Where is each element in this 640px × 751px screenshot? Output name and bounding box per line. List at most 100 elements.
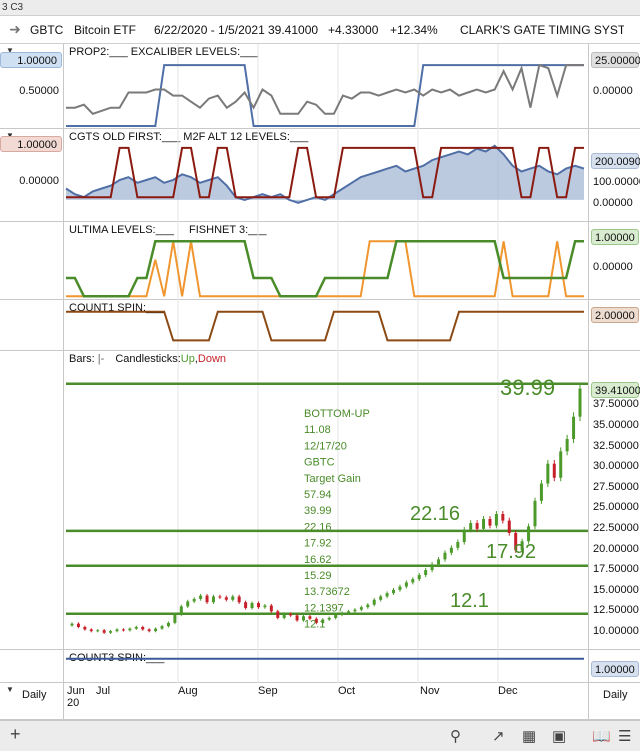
month-label: Sep <box>258 685 278 697</box>
candle-body <box>70 623 74 626</box>
period-label[interactable]: Daily <box>603 689 628 701</box>
search-icon[interactable]: ⚲ <box>450 728 461 745</box>
candle-body <box>379 596 383 600</box>
period-label[interactable]: Daily <box>22 689 47 701</box>
book-icon[interactable]: 📖 <box>592 728 611 745</box>
candle-body <box>250 603 254 609</box>
candles-label: Candlesticks: <box>115 353 181 365</box>
candle-body <box>211 596 215 603</box>
right-tick: 0.00000 <box>593 85 633 97</box>
candle-body <box>533 500 537 527</box>
candle-body <box>134 626 138 629</box>
candle-body <box>565 438 569 452</box>
excaliber-line <box>66 64 584 127</box>
panel-menu-icon[interactable]: ▼ <box>6 131 14 140</box>
period-box-left[interactable]: ▼ Daily <box>0 683 64 719</box>
candle-body <box>231 596 235 600</box>
panel-prop2[interactable]: ▼ 1.00000 0.50000 PROP2:___ EXCALIBER LE… <box>0 44 640 129</box>
right-value-box: 2.00000 <box>591 307 639 323</box>
panel-icon[interactable]: ▣ <box>552 728 567 745</box>
symbol[interactable]: GBTC <box>30 22 64 37</box>
candle-body <box>179 606 183 615</box>
candle-body <box>372 599 376 605</box>
candle-body <box>437 559 441 565</box>
candle-body <box>121 629 125 631</box>
panel-count1[interactable]: COUNT1 SPIN:___ 2.00000 <box>0 300 640 351</box>
draw-line-icon[interactable]: ↗ <box>492 728 505 745</box>
candle-body <box>334 614 338 618</box>
prop2-line <box>66 63 584 115</box>
panel-cgts[interactable]: ▼ 1.00000 0.00000 CGTS OLD FIRST:___ M2F… <box>0 129 640 222</box>
month-label: Oct <box>338 685 356 697</box>
panel2-plot <box>65 129 585 222</box>
period-menu-icon[interactable]: ▼ <box>6 685 14 694</box>
candle-body <box>218 596 222 598</box>
annotation-note: 15.29 <box>304 570 332 582</box>
level-label: 17.92 <box>486 541 536 563</box>
price-tick: 25.00000 <box>593 501 639 514</box>
candle-body <box>527 526 531 542</box>
list-icon[interactable]: ☰ <box>618 728 632 745</box>
panel-menu-icon[interactable]: ▼ <box>6 46 14 55</box>
time-axis[interactable]: ▼ Daily Jun Jul Aug Sep Oct Nov Dec 20 Daily <box>0 683 640 720</box>
left-axis <box>0 300 64 350</box>
annotation-note: 57.94 <box>304 489 332 501</box>
candle-body <box>449 547 453 553</box>
last-price: 39.41000 <box>268 22 319 37</box>
forward-arrow-icon[interactable]: ➜ <box>9 21 21 37</box>
candle-body <box>192 598 196 602</box>
annotation-note: 16.62 <box>304 554 332 566</box>
candle-body <box>205 595 209 603</box>
annotation-note: 39.99 <box>304 505 332 517</box>
month-label: Aug <box>178 685 198 697</box>
add-icon[interactable]: + <box>10 724 21 744</box>
price-tick: 12.50000 <box>593 604 639 617</box>
layout-icon[interactable]: ▦ <box>522 728 537 745</box>
price-tick: 22.50000 <box>593 522 639 535</box>
candle-body <box>314 618 318 623</box>
candle-body <box>501 514 505 521</box>
candle-body <box>166 622 170 627</box>
price-plot: BOTTOM-UP 11.08 12/17/20 GBTC Target Gain 57.… <box>66 351 588 650</box>
candle-body <box>289 613 293 616</box>
panel4-plot <box>66 300 584 351</box>
candle-body <box>456 542 460 548</box>
right-axis: 1.00000 0.00000 <box>588 222 640 299</box>
annotation-note: GBTC <box>304 457 335 469</box>
period-box-right[interactable]: Daily <box>588 683 640 719</box>
candle-body <box>301 616 305 621</box>
panel-ultima[interactable]: ULTIMA LEVELS:___ FISHNET 3:___ 1.00000 … <box>0 222 640 300</box>
panel3-plot <box>66 222 584 300</box>
right-axis: 200.00900 100.00000 0.00000 <box>588 129 640 221</box>
window-titlebar: 3 C3 <box>0 0 640 16</box>
candle-body <box>514 532 518 551</box>
candle-body <box>488 518 492 526</box>
candle-body <box>186 601 190 607</box>
candle-body <box>559 451 563 478</box>
month-label: Dec <box>498 685 518 697</box>
candle-body <box>443 552 447 560</box>
candle-body <box>366 604 370 608</box>
left-axis <box>0 222 64 299</box>
candle-body <box>572 416 576 439</box>
candle-body <box>578 388 582 417</box>
right-value-box: 25.00000 <box>591 52 640 68</box>
candle-body <box>83 626 87 630</box>
panel-price[interactable]: Bars: |- Candlesticks:Up,Down BOTTOM-UP 1… <box>0 351 640 650</box>
count1-line <box>66 310 584 342</box>
candle-body <box>295 615 299 621</box>
bars-symbol: |- <box>97 353 105 365</box>
annotation-note: 22.16 <box>304 521 332 533</box>
candle-body <box>520 541 524 551</box>
candle-body <box>385 593 389 597</box>
candle-body <box>430 564 434 571</box>
candles-down: Down <box>197 353 227 365</box>
panel-title: PROP2:___ EXCALIBER LEVELS:___ <box>69 46 259 58</box>
panel-count3[interactable]: COUNT3 SPIN:___ 1.00000 <box>0 650 640 683</box>
candle-body <box>102 630 106 633</box>
right-axis: 1.00000 <box>588 650 640 682</box>
candle-body <box>546 463 550 484</box>
right-axis: 2.00000 <box>588 300 640 350</box>
candle-body <box>398 586 402 590</box>
candle-body <box>308 616 312 619</box>
